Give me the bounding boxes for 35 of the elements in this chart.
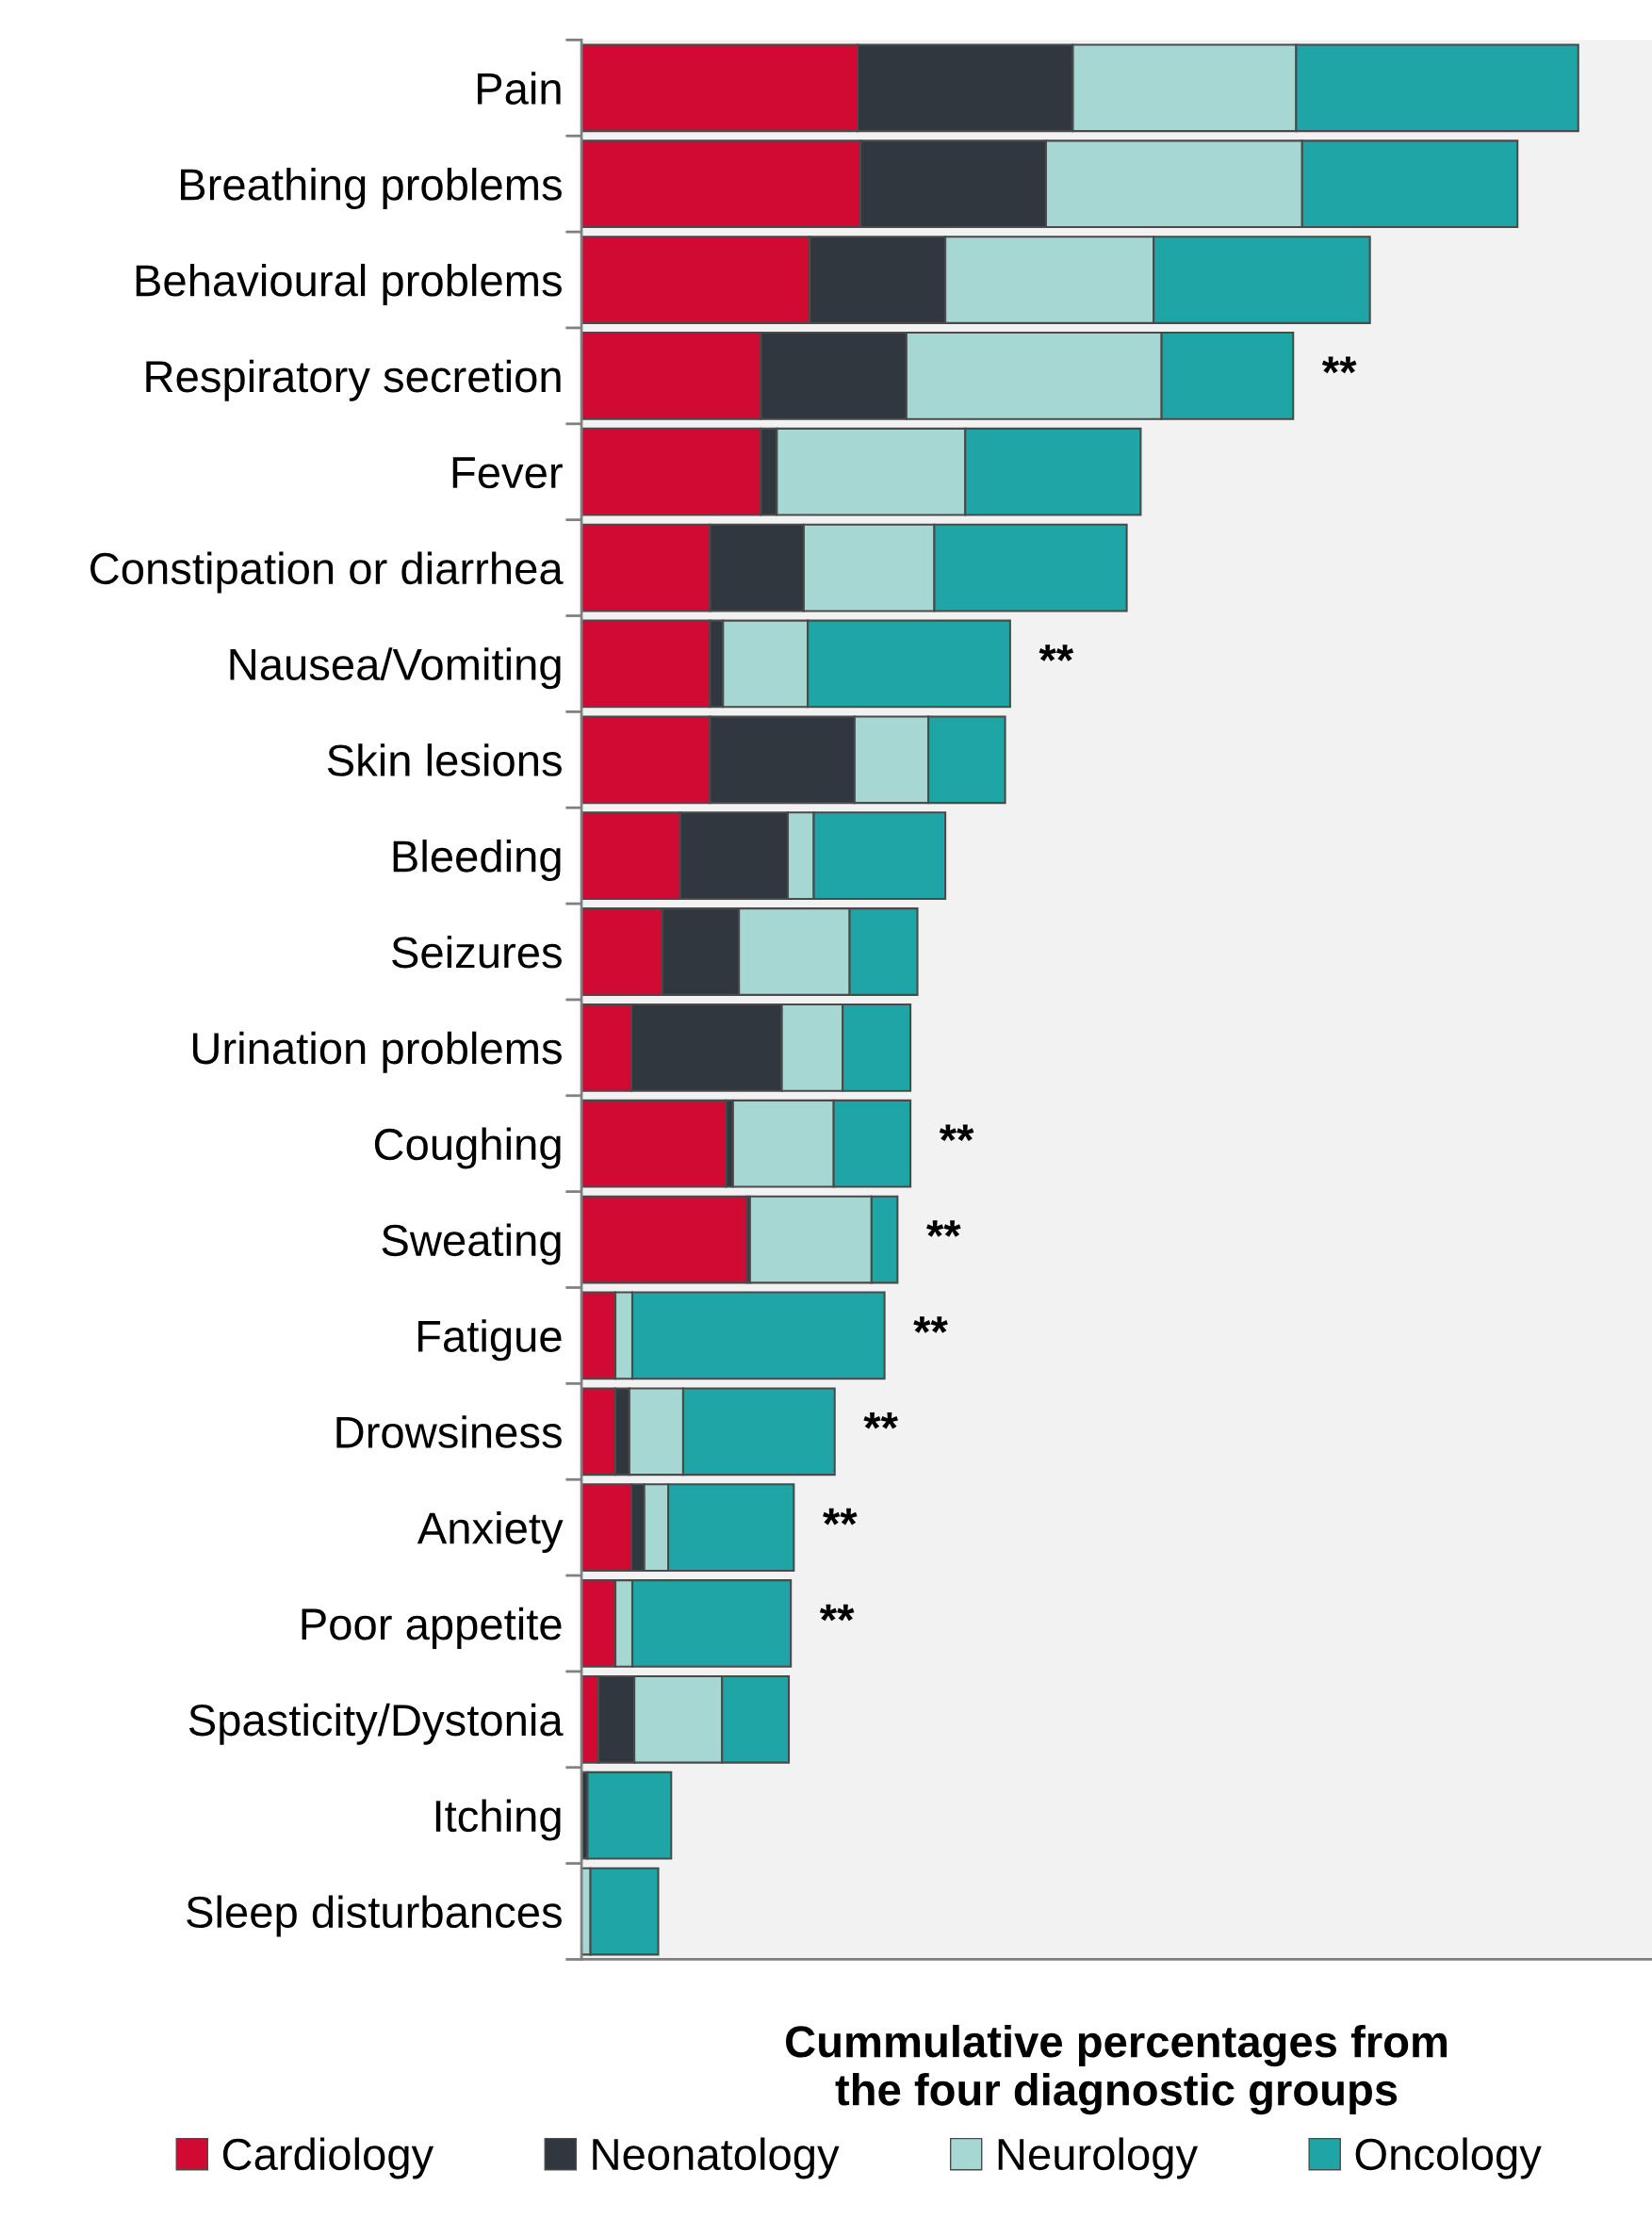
bar [581, 1195, 748, 1284]
annotation: ** [823, 1508, 858, 1526]
y-tick-label: Respiratory secretion [146, 359, 561, 401]
x-axis-title: Cummulative percentages from the four diagnostic groups [786, 2024, 1448, 2115]
legend-label: Neurology [998, 2137, 1199, 2179]
y-tick-label: Seizures [392, 935, 562, 969]
y-tick-label: Coughing [374, 1127, 561, 1169]
y-tick-label: Itching [435, 1799, 561, 1841]
y-tick-label: Poor appetite [302, 1607, 562, 1649]
bar [586, 1770, 673, 1860]
y-tick-label: Breathing problems [181, 168, 562, 210]
y-tick-label: Pain [477, 72, 561, 105]
annotation: ** [939, 1124, 974, 1141]
y-tick-label: Fatigue [417, 1319, 562, 1362]
annotation: ** [913, 1316, 948, 1333]
annotation: ** [1321, 356, 1357, 374]
y-tick-label: Bleeding [393, 840, 561, 882]
y-tick-label: Behavioural problems [136, 263, 562, 305]
annotation: ** [819, 1604, 855, 1622]
annotation: ** [926, 1220, 961, 1237]
y-tick-label: Skin lesions [327, 743, 562, 776]
legend-label: Neonatology [593, 2137, 840, 2179]
y-tick-label: Sleep disturbances [187, 1895, 562, 1937]
y-tick-label: Spasticity/Dystonia [188, 1703, 564, 1745]
y-tick-label: Sweating [382, 1223, 561, 1265]
y-tick-label: Fever [452, 457, 563, 489]
y-tick-label: Urination problems [192, 1031, 562, 1073]
y-tick-label: Anxiety [417, 1511, 564, 1554]
legend-label: Oncology [1355, 2137, 1542, 2179]
annotation: ** [1039, 644, 1074, 661]
y-tick-label: Nausea/Vomiting [230, 647, 561, 690]
annotation: ** [863, 1411, 898, 1429]
y-tick-label: Constipation or diarrhea [90, 551, 564, 594]
legend-label: Cardiology [222, 2137, 434, 2179]
y-tick-label: Drowsiness [336, 1415, 562, 1448]
